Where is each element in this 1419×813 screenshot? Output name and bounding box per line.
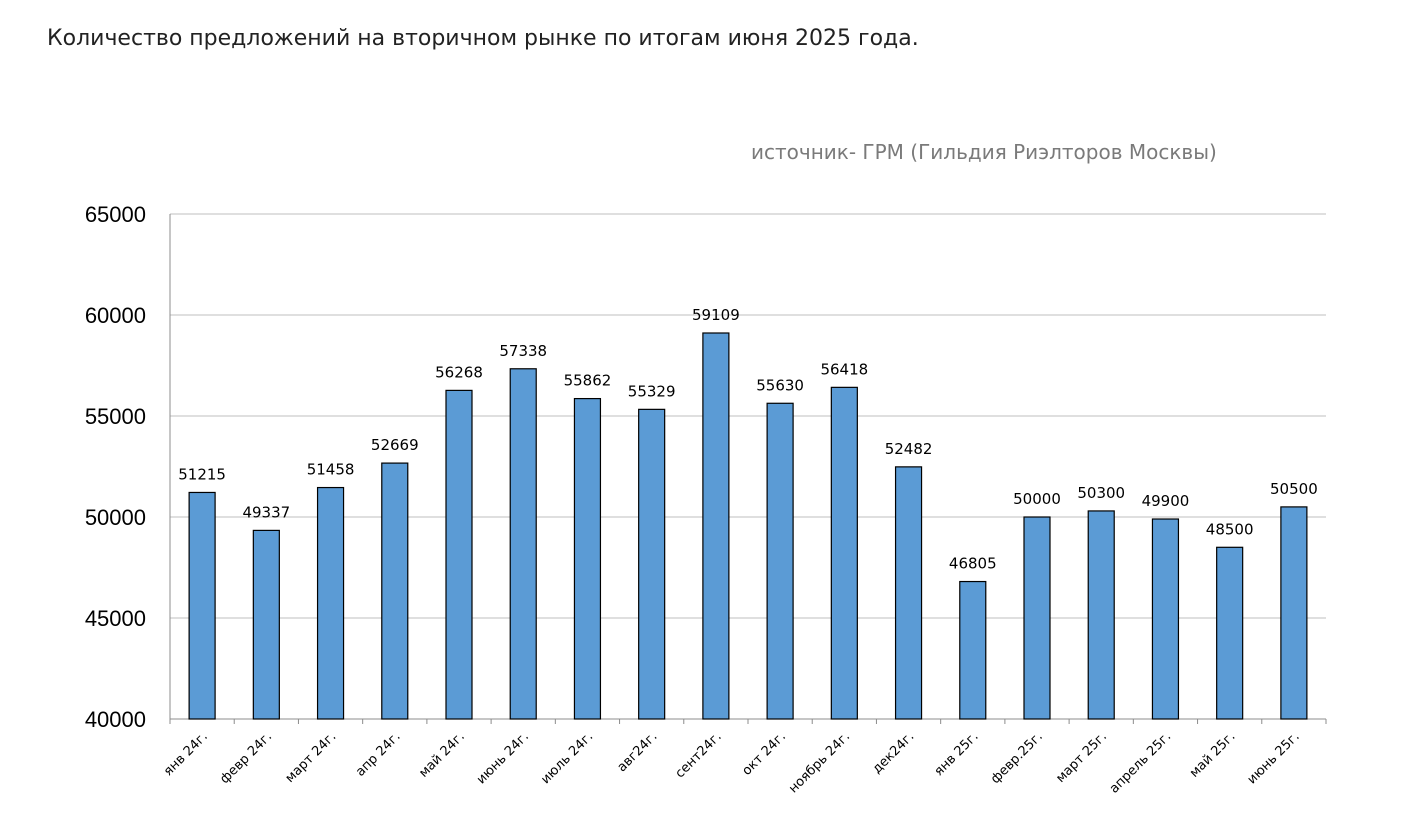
x-tick-label: авг24г.	[615, 729, 661, 775]
bar	[1216, 546, 1244, 720]
data-label: 51458	[307, 461, 355, 479]
data-label: 50500	[1270, 480, 1318, 498]
x-tick-label: март 24г.	[283, 729, 340, 786]
data-label: 52669	[371, 436, 419, 454]
data-label: 56418	[820, 360, 868, 378]
data-label: 50000	[1013, 490, 1061, 508]
bar	[188, 491, 216, 720]
data-label: 57338	[499, 342, 547, 360]
bar	[959, 580, 987, 720]
data-label: 49337	[242, 503, 290, 521]
bar	[445, 389, 473, 720]
gridlines	[170, 213, 1326, 619]
data-label: 56268	[435, 363, 483, 381]
bar	[638, 408, 666, 720]
data-label: 55862	[564, 372, 612, 390]
bar	[252, 529, 280, 720]
x-tick-label: янв 25г.	[932, 729, 982, 779]
bar	[830, 386, 858, 720]
bar	[1023, 516, 1051, 720]
y-tick-label: 45000	[85, 606, 146, 631]
bar	[509, 368, 537, 720]
x-tick-label: дек24г.	[870, 729, 918, 777]
bar	[573, 397, 602, 720]
x-tick-label: февр 24г.	[217, 729, 275, 787]
x-tick-label: ноябрь 24г.	[786, 729, 853, 796]
x-axis-ticks: янв 24г. февр 24г. март 24г. апр 24г. май 24…	[161, 719, 1327, 797]
bar	[766, 402, 794, 720]
y-tick-label: 65000	[85, 202, 146, 227]
data-label: 50300	[1077, 484, 1125, 502]
y-tick-label: 55000	[85, 404, 146, 429]
x-tick-label: апрель 25г.	[1107, 729, 1174, 796]
data-label: 51215	[178, 465, 226, 483]
bar	[1280, 506, 1308, 720]
data-label: 46805	[949, 555, 997, 573]
bar	[381, 462, 409, 720]
y-tick-label: 50000	[85, 505, 146, 530]
bar	[1151, 518, 1180, 720]
data-label: 59109	[692, 306, 740, 324]
bar	[702, 332, 730, 720]
data-label: 49900	[1142, 492, 1190, 510]
x-tick-label: март 25г.	[1053, 729, 1110, 786]
x-tick-label: апр 24г.	[353, 729, 403, 779]
x-tick-label: февр.25г.	[988, 729, 1046, 787]
x-tick-label: май 24г.	[416, 729, 468, 781]
bar	[1087, 510, 1115, 720]
x-tick-label: сент24г.	[673, 729, 725, 781]
data-labels: 51215 49337 51458 52669 56268 57338 55862 55329…	[178, 306, 1317, 573]
x-tick-label: окт 24г.	[739, 729, 789, 779]
y-axis-ticks: 40000 45000 50000 55000 60000 65000	[85, 202, 146, 732]
data-label: 55630	[756, 376, 804, 394]
data-label: 48500	[1206, 520, 1254, 538]
x-tick-label: июнь 25г.	[1245, 729, 1303, 787]
x-tick-label: май 25г.	[1187, 729, 1239, 781]
bars	[188, 332, 1308, 720]
y-tick-label: 40000	[85, 707, 146, 732]
bar	[894, 466, 923, 720]
bar	[316, 486, 345, 720]
data-label: 55329	[628, 382, 676, 400]
x-tick-label: янв 24г.	[161, 729, 211, 779]
y-tick-label: 60000	[85, 303, 146, 328]
data-label: 52482	[885, 440, 933, 458]
x-tick-label: июль 24г.	[538, 729, 596, 787]
x-tick-label: июнь 24г.	[474, 729, 532, 787]
page-title: Количество предложений на вторичном рынк…	[47, 26, 919, 51]
chart-source-note: источник- ГРМ (Гильдия Риэлторов Москвы)	[751, 140, 1217, 164]
